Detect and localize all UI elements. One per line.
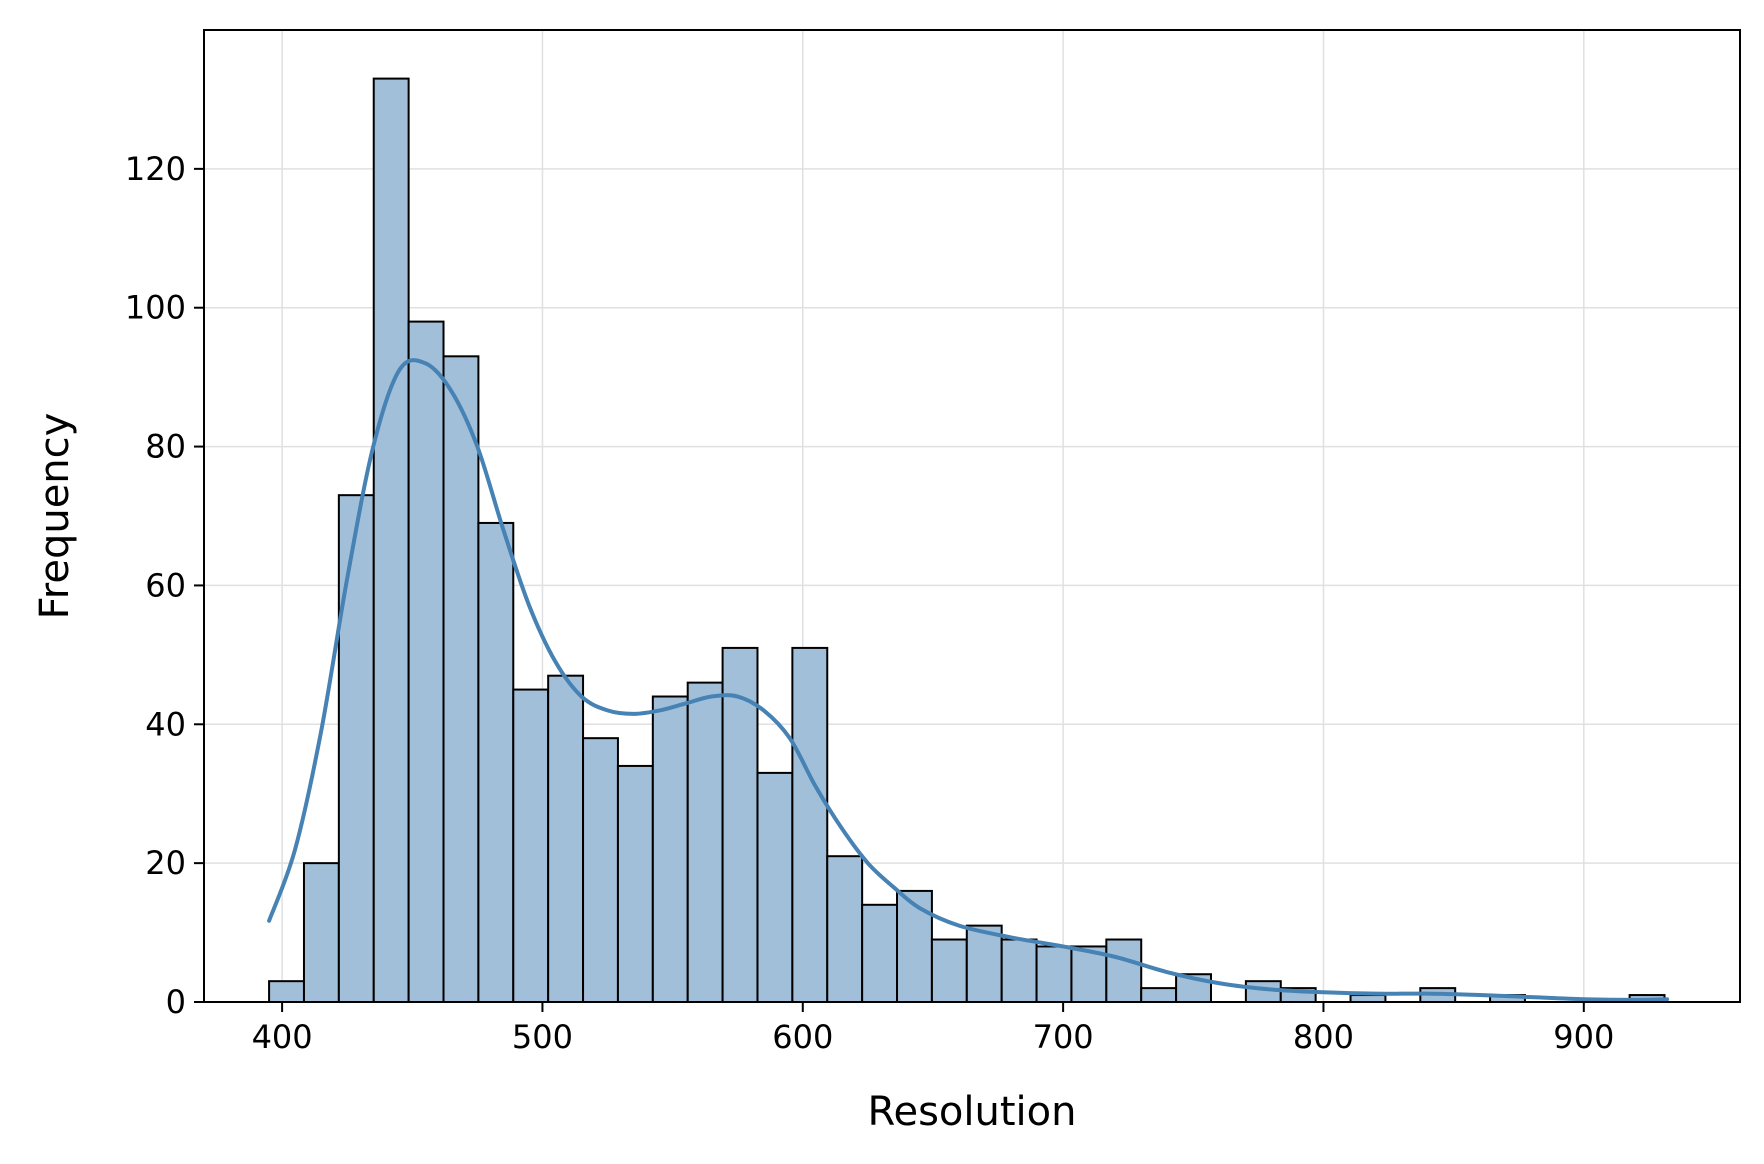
x-tick-label-2: 600: [772, 1018, 833, 1056]
histogram-bar-31: [1349, 994, 1387, 1003]
histogram-bar-4: [407, 320, 445, 1004]
y-tick-label-1: 20: [145, 844, 186, 882]
histogram-bar-8: [547, 674, 585, 1004]
histogram-bar-1: [302, 862, 340, 1004]
y-tick-label-0: 0: [166, 983, 186, 1021]
y-tick-label-5: 100: [125, 289, 186, 327]
histogram-bar-14: [756, 771, 794, 1004]
histogram-bar-23: [1070, 945, 1108, 1004]
histogram-bar-12: [686, 681, 724, 1004]
x-tick-label-5: 900: [1553, 1018, 1614, 1056]
x-tick-label-3: 700: [1033, 1018, 1094, 1056]
histogram-bar-15: [791, 646, 829, 1004]
histogram-bar-3: [372, 77, 410, 1004]
x-tick-label-4: 800: [1293, 1018, 1354, 1056]
x-axis-ticks: 400 500 600 700 800 900: [252, 1002, 1614, 1056]
histogram-bar-22: [1035, 945, 1073, 1004]
y-tick-label-2: 40: [145, 705, 186, 743]
x-tick-label-1: 500: [512, 1018, 573, 1056]
histogram-bar-6: [477, 521, 515, 1003]
x-tick-label-0: 400: [252, 1018, 313, 1056]
histogram-bar-20: [965, 924, 1003, 1004]
y-axis-label: Frequency: [32, 413, 78, 620]
histogram-bar-19: [930, 938, 968, 1003]
x-axis-label: Resolution: [867, 1089, 1076, 1135]
kde-curve: [267, 358, 1670, 1002]
kde-curve-group: [267, 358, 1670, 1002]
histogram-bar-9: [582, 737, 619, 1004]
histogram-bar-25: [1140, 987, 1178, 1003]
histogram-bar-0: [268, 980, 305, 1004]
histogram-bar-7: [512, 688, 550, 1003]
histogram-bar-24: [1105, 938, 1143, 1003]
histogram-bar-2: [337, 494, 375, 1003]
histogram-bar-10: [616, 764, 654, 1004]
y-tick-label-3: 60: [145, 566, 186, 604]
histogram-bar-18: [896, 889, 933, 1004]
histogram-bar-13: [721, 646, 759, 1004]
histogram-bar-5: [442, 355, 480, 1004]
y-tick-label-4: 80: [145, 428, 186, 466]
y-axis-ticks: 0 20 40 60 80 100 120: [125, 150, 204, 1021]
plot-frame: [203, 29, 1741, 1003]
histogram-bar-17: [861, 903, 899, 1003]
histogram-bar-11: [651, 695, 689, 1003]
histogram-bar-21: [1000, 938, 1038, 1003]
histogram-bar-16: [826, 855, 864, 1004]
y-tick-label-6: 120: [125, 150, 186, 188]
